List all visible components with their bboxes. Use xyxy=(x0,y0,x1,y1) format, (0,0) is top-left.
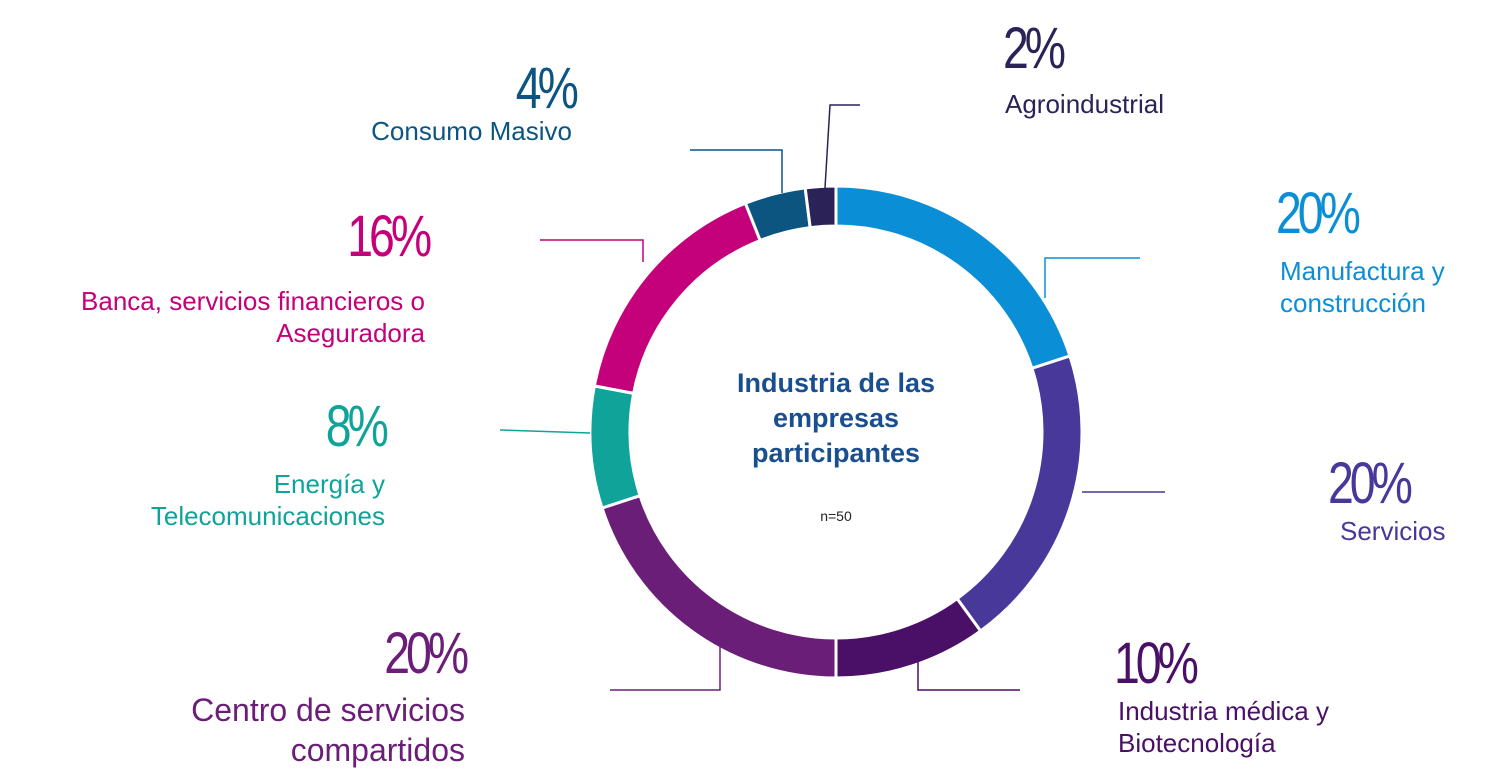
value-label: 20% xyxy=(1276,181,1361,246)
category-label: Servicios xyxy=(1340,516,1446,546)
value-label: 8% xyxy=(325,394,389,459)
value-label: 20% xyxy=(1328,451,1413,516)
donut-slice xyxy=(803,184,838,230)
value-label: 10% xyxy=(1114,631,1199,696)
donut-slice xyxy=(592,201,763,396)
chart-title: Industria de las empresas participantes xyxy=(736,368,936,468)
category-label: Manufactura y construcción xyxy=(1280,256,1445,318)
donut-slice xyxy=(588,384,642,510)
category-label: Agroindustrial xyxy=(1005,89,1164,119)
category-label: Centro de servicios compartidos xyxy=(191,692,465,768)
category-label: Energía y Telecomunicaciones xyxy=(150,469,385,531)
chart-subtitle: n=50 xyxy=(820,508,852,524)
leader-line xyxy=(824,104,860,189)
leader-line xyxy=(499,429,591,434)
donut-slice xyxy=(954,354,1084,634)
leader-line xyxy=(1044,257,1140,298)
category-label: Consumo Masivo xyxy=(371,116,572,146)
donut-slice xyxy=(834,184,1072,371)
leader-line xyxy=(610,630,721,691)
leader-line xyxy=(690,149,783,193)
category-label: Industria médica y Biotecnología xyxy=(1118,696,1329,758)
category-label: Banca, servicios financieros o Asegurado… xyxy=(81,286,425,348)
leader-line xyxy=(540,239,644,262)
donut-slice xyxy=(834,596,983,680)
value-label: 16% xyxy=(347,204,432,269)
value-label: 2% xyxy=(1003,16,1066,81)
value-label: 20% xyxy=(384,621,469,686)
leader-line xyxy=(917,640,1020,691)
value-label: 4% xyxy=(515,56,579,121)
